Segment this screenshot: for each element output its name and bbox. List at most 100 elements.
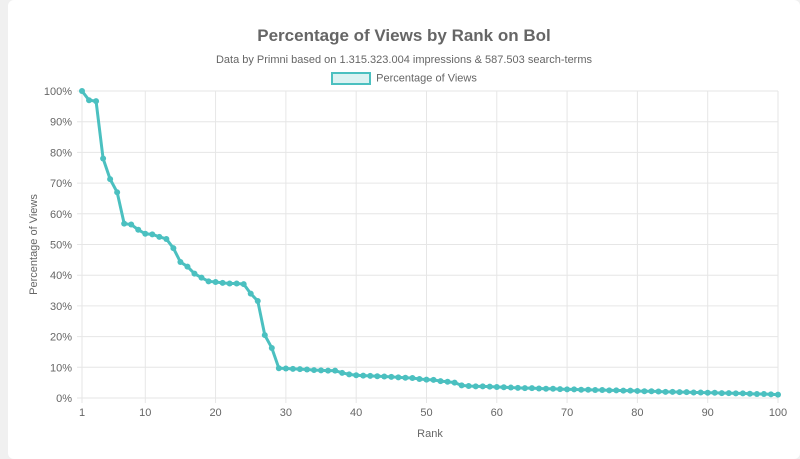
data-point <box>353 372 360 379</box>
x-tick-label: 50 <box>420 407 432 419</box>
data-point <box>627 387 634 394</box>
x-tick-label: 30 <box>280 407 292 419</box>
data-point <box>289 365 296 372</box>
data-point <box>388 373 395 380</box>
legend[interactable]: Percentage of Views <box>8 72 800 85</box>
data-point <box>704 389 711 396</box>
data-point <box>718 390 725 397</box>
data-point <box>437 378 444 385</box>
data-point <box>739 390 746 397</box>
data-point <box>535 385 542 392</box>
data-point <box>514 384 521 391</box>
data-point <box>690 389 697 396</box>
series-line <box>80 90 779 397</box>
data-point <box>156 233 163 240</box>
data-point <box>753 391 760 398</box>
data-point <box>282 365 289 372</box>
data-point <box>409 375 416 382</box>
data-point <box>381 373 388 380</box>
data-point <box>177 258 184 265</box>
data-point <box>163 235 170 242</box>
data-point <box>620 387 627 394</box>
data-point <box>254 297 261 304</box>
data-point <box>79 88 85 94</box>
y-tick-label: 40% <box>50 270 72 282</box>
data-point <box>585 386 592 393</box>
data-point <box>472 383 479 390</box>
y-tick-label: 60% <box>50 209 72 221</box>
chart-subtitle: Data by Primni based on 1.315.323.004 im… <box>215 54 593 66</box>
data-point <box>233 280 240 287</box>
data-point <box>676 389 683 396</box>
data-point <box>332 367 339 374</box>
data-point <box>219 279 226 286</box>
data-point <box>507 384 514 391</box>
data-point <box>767 391 774 398</box>
data-point <box>360 372 367 379</box>
data-point <box>226 280 233 287</box>
data-point <box>128 221 135 228</box>
y-tick-label: 80% <box>50 147 72 159</box>
legend-swatch <box>331 72 372 85</box>
data-point <box>198 274 205 281</box>
data-point <box>669 388 676 395</box>
data-point <box>402 374 409 381</box>
data-point <box>142 230 149 237</box>
x-tick-label: 40 <box>350 407 362 419</box>
data-point <box>303 366 310 373</box>
data-point <box>493 383 500 390</box>
data-point <box>458 382 465 389</box>
data-point <box>655 388 662 395</box>
data-point <box>500 384 507 391</box>
data-point <box>339 369 346 376</box>
data-point <box>465 383 472 390</box>
data-point <box>367 372 374 379</box>
data-point <box>395 374 402 381</box>
data-point <box>170 245 177 252</box>
data-point <box>346 371 353 378</box>
chart-title: Percentage of Views by Rank on Bol <box>257 26 551 45</box>
x-tick-label: 10 <box>139 407 151 419</box>
data-point <box>711 389 718 396</box>
y-tick-label: 30% <box>50 301 72 313</box>
y-tick-label: 50% <box>50 240 72 252</box>
data-point <box>486 383 493 390</box>
legend-label: Percentage of Views <box>376 72 477 85</box>
data-point <box>268 344 275 351</box>
data-point <box>662 388 669 395</box>
data-point <box>296 366 303 373</box>
x-tick-label: 1 <box>79 407 85 419</box>
x-tick-label: 20 <box>209 407 221 419</box>
y-tick-label: 90% <box>50 117 72 129</box>
data-point <box>571 386 578 393</box>
data-point <box>121 220 128 227</box>
data-point <box>528 385 535 392</box>
data-point <box>374 373 381 380</box>
data-point <box>184 263 191 270</box>
data-point <box>149 231 156 238</box>
data-point <box>212 278 219 285</box>
x-tick-label: 60 <box>491 407 503 419</box>
data-point <box>444 378 451 385</box>
y-tick-label: 70% <box>50 178 72 190</box>
data-point <box>550 385 557 392</box>
data-point <box>191 270 198 277</box>
data-point <box>86 97 93 104</box>
data-point <box>557 386 564 393</box>
data-point <box>100 155 107 162</box>
data-point <box>578 386 585 393</box>
x-axis-label: Rank <box>417 428 443 440</box>
x-tick-label: 70 <box>561 407 573 419</box>
data-point <box>775 391 781 398</box>
data-point <box>543 385 549 392</box>
x-tick-label: 100 <box>769 407 787 419</box>
data-point <box>683 389 690 396</box>
data-point <box>648 388 655 395</box>
data-point <box>606 387 613 394</box>
data-point <box>725 390 732 397</box>
data-point <box>93 98 100 105</box>
data-point <box>613 387 620 394</box>
data-point <box>261 332 268 339</box>
y-tick-label: 0% <box>56 393 72 405</box>
